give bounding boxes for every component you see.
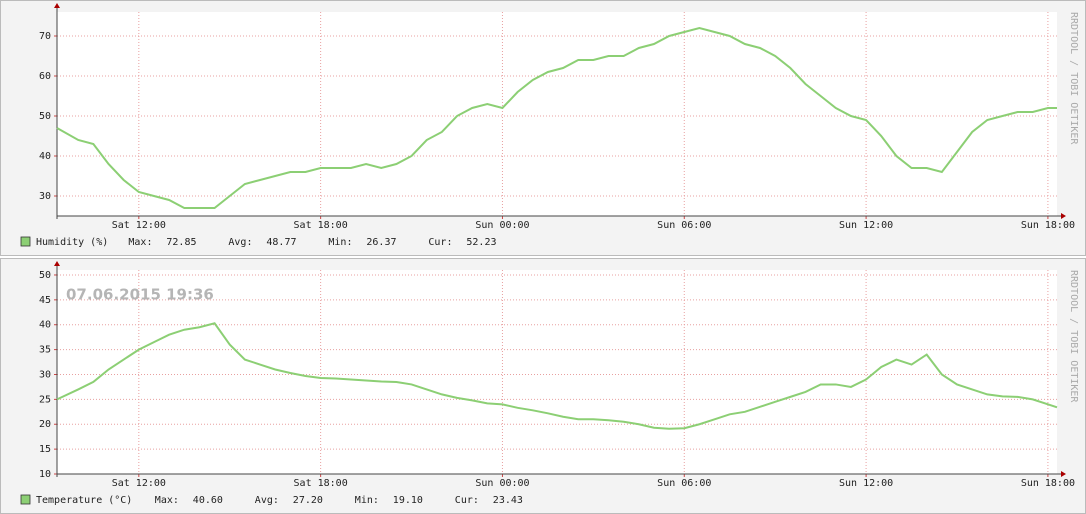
x-tick-label: Sun 18:00 xyxy=(1021,478,1075,489)
data-line xyxy=(56,322,1058,430)
stat-label: Min: xyxy=(328,237,352,248)
chart-panel: 10 15 20 25 30 35 40 45 50 Sat 12:00 Sat 18:00 Sun … xyxy=(0,258,1086,514)
stat-label: Cur: xyxy=(428,237,452,248)
x-tick-label: Sat 18:00 xyxy=(294,220,348,231)
legend-swatch xyxy=(20,236,31,247)
y-tick-label: 25 xyxy=(39,394,51,405)
plot-background xyxy=(57,12,1057,216)
watermark: RRDTOOL / TOBI OETIKER xyxy=(1068,270,1079,403)
y-tick-label: 40 xyxy=(39,151,51,162)
stat-label: Avg: xyxy=(228,237,252,248)
stat-label: Avg: xyxy=(255,495,279,506)
axis-arrow xyxy=(54,261,60,266)
stat-value: 48.77 xyxy=(266,237,296,248)
stat-value: 27.20 xyxy=(293,495,323,506)
axis-arrow xyxy=(54,3,60,8)
legend-label: Temperature (°C) xyxy=(36,495,132,506)
stat-value: 40.60 xyxy=(193,495,223,506)
stat-label: Cur: xyxy=(455,495,479,506)
axis-arrow xyxy=(1061,213,1066,219)
stat-value: 72.85 xyxy=(166,237,196,248)
stat-label: Min: xyxy=(355,495,379,506)
x-tick-label: Sun 12:00 xyxy=(839,220,893,231)
y-tick-label: 60 xyxy=(39,71,51,82)
stat-value: 19.10 xyxy=(393,495,423,506)
x-tick-label: Sun 06:00 xyxy=(657,220,711,231)
plot-background xyxy=(57,270,1057,474)
axis-arrow xyxy=(1061,471,1066,477)
x-tick-label: Sat 12:00 xyxy=(112,478,166,489)
y-tick-label: 50 xyxy=(39,111,51,122)
stat-label: Max: xyxy=(128,237,152,248)
y-tick-label: 20 xyxy=(39,419,51,430)
stat-value: 26.37 xyxy=(366,237,396,248)
x-tick-label: Sun 00:00 xyxy=(475,220,529,231)
y-tick-label: 50 xyxy=(39,270,51,281)
stat-value: 23.43 xyxy=(493,495,523,506)
y-tick-label: 30 xyxy=(39,369,51,380)
stat-value: 52.23 xyxy=(466,237,496,248)
x-tick-label: Sat 12:00 xyxy=(112,220,166,231)
stat-label: Max: xyxy=(155,495,179,506)
x-tick-label: Sun 18:00 xyxy=(1021,220,1075,231)
y-tick-label: 70 xyxy=(39,31,51,42)
x-tick-label: Sun 12:00 xyxy=(839,478,893,489)
y-tick-label: 30 xyxy=(39,191,51,202)
chart-panel: 30 40 50 60 70 Sat 12:00 Sat 18:00 Sun 00:00 Sun… xyxy=(0,0,1086,256)
y-tick-label: 45 xyxy=(39,295,51,306)
y-tick-label: 40 xyxy=(39,320,51,331)
x-tick-label: Sun 00:00 xyxy=(475,478,529,489)
x-tick-label: Sun 06:00 xyxy=(657,478,711,489)
legend-label: Humidity (%) xyxy=(36,237,108,248)
data-line xyxy=(56,26,1057,209)
timestamp: 07.06.2015 19:36 xyxy=(66,286,214,304)
y-tick-label: 35 xyxy=(39,345,51,356)
y-tick-label: 10 xyxy=(39,469,51,480)
y-tick-label: 15 xyxy=(39,444,51,455)
watermark: RRDTOOL / TOBI OETIKER xyxy=(1068,12,1079,145)
legend-swatch xyxy=(20,494,31,505)
x-tick-label: Sat 18:00 xyxy=(294,478,348,489)
